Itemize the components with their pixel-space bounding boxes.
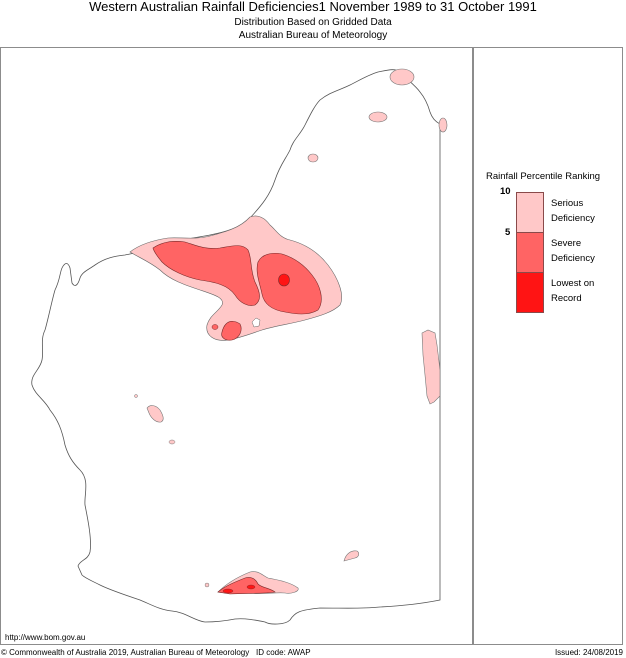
wa-coastline — [31, 69, 441, 625]
anomaly-pilbara-severe-south — [221, 321, 242, 341]
legend-label-line: Record — [551, 293, 582, 304]
legend-label-line: Deficiency — [551, 253, 595, 264]
anomaly-south-lowest-1 — [222, 588, 234, 594]
legend-label-line: Severe — [551, 238, 582, 249]
anomaly-east-border — [421, 329, 441, 405]
map-frame — [0, 47, 623, 645]
anomaly-south-lowest-2 — [246, 584, 256, 590]
id-code: ID code: AWAP — [256, 648, 311, 657]
anomaly-kimberley-east — [438, 117, 448, 133]
map-subtitle: Distribution Based on Gridded Data — [234, 17, 392, 28]
anomaly-pilbara-severe-dot — [211, 324, 219, 330]
issued-date: Issued: 24/08/2019 — [554, 648, 623, 657]
legend-swatch-severe — [516, 232, 544, 273]
rainfall-map — [31, 68, 448, 625]
legend-swatch-serious — [516, 192, 544, 233]
legend-swatch-lowest — [516, 272, 544, 313]
legend-label-severe: Severe Deficiency — [551, 236, 621, 266]
anomaly-small-1 — [168, 439, 176, 445]
anomaly-pilbara-lowest — [278, 273, 290, 287]
anomaly-pilbara-severe-west — [152, 240, 260, 306]
legend-label-line: Lowest on — [551, 278, 595, 289]
anomaly-broome — [307, 153, 319, 163]
legend-tick-5: 5 — [505, 227, 511, 238]
anomaly-small-2 — [134, 394, 138, 398]
anomaly-esperance — [343, 550, 360, 562]
anomaly-kimberley-inland — [368, 111, 388, 123]
anomaly-murchison — [146, 405, 164, 423]
bom-url-link[interactable]: http://www.bom.gov.au — [5, 633, 86, 642]
anomaly-pilbara-hole — [251, 317, 261, 328]
map-source: Australian Bureau of Meteorology — [238, 30, 388, 41]
legend-divider — [472, 47, 474, 645]
copyright-text: © Commonwealth of Australia 2019, Austra… — [1, 648, 250, 657]
map-title: Western Australian Rainfall Deficiencies… — [89, 0, 537, 14]
legend-tick-10: 10 — [500, 186, 511, 197]
anomaly-pilbara-severe-east — [256, 252, 322, 315]
legend-title: Rainfall Percentile Ranking — [486, 171, 601, 182]
legend-label-line: Serious — [551, 198, 584, 209]
anomaly-kimberley-north — [389, 68, 415, 86]
anomaly-south-small — [204, 582, 210, 588]
legend-label-lowest: Lowest on Record — [551, 276, 621, 306]
legend-label-line: Deficiency — [551, 213, 595, 224]
legend-label-serious: Serious Deficiency — [551, 196, 621, 226]
